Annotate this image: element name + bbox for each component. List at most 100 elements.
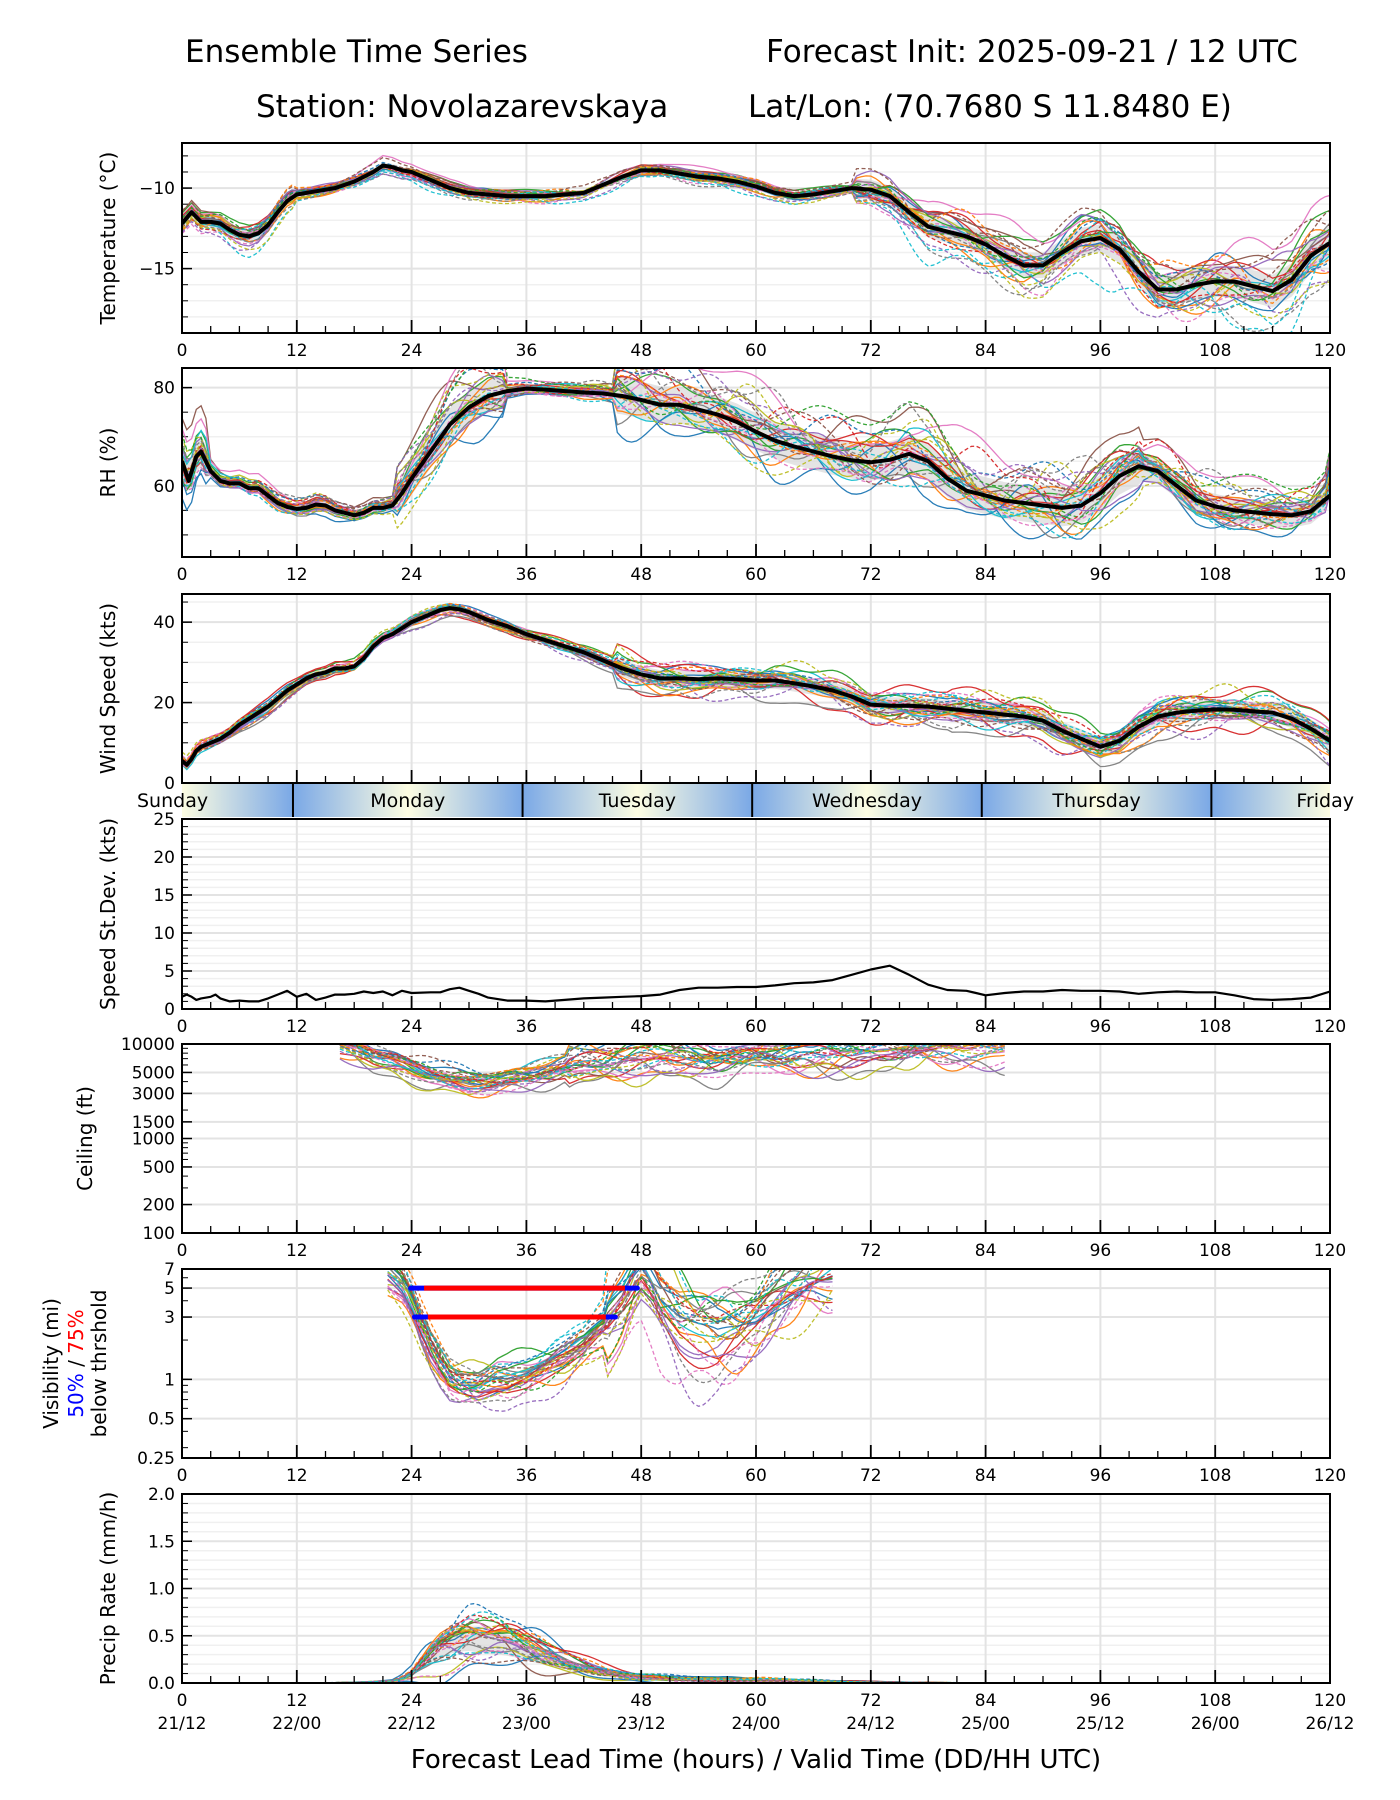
- rh-y-label: RH (%): [96, 428, 120, 498]
- x-tick-label: 24: [401, 565, 423, 585]
- x-tick-label: 96: [1090, 341, 1112, 361]
- visibility-member-26: [393, 1269, 783, 1377]
- temperature-axes-frame: [181, 142, 1331, 334]
- x-tick-label: 12: [286, 565, 308, 585]
- precip-member-18: [315, 1635, 1330, 1683]
- x-tick-label: 48: [630, 565, 652, 585]
- wind-axes-frame: [181, 593, 1331, 784]
- x-tick-label: 120: [1314, 565, 1346, 585]
- x-tick-label: 108: [1199, 1241, 1231, 1261]
- ceiling-member-26: [344, 1044, 921, 1078]
- visibility-threshold-label: below thrshold: [87, 1290, 111, 1438]
- visibility-y-tick-label: 3: [164, 1308, 175, 1328]
- rh-y-tick-label: 60: [153, 477, 175, 497]
- precip-member-30: [315, 1611, 1330, 1683]
- ceiling-y-label: Ceiling (ft): [73, 1086, 97, 1191]
- valid-time-label: 25/12: [1076, 1714, 1125, 1734]
- ceiling-y-tick-label: 500: [143, 1158, 175, 1178]
- x-tick-label: 108: [1199, 1466, 1231, 1486]
- ceiling-y-tick-label: 1000: [132, 1130, 175, 1150]
- rh-member-10: [182, 382, 1330, 521]
- ceiling-member-1: [341, 1044, 1005, 1078]
- temperature-y-tick-label: −10: [139, 179, 175, 199]
- ceiling-data: [339, 1044, 1005, 1099]
- temperature-member-25: [182, 170, 1330, 319]
- panel-precip: 0.0 0.5 1.0 1.5 2.0 0 12 24 36 48 60 72 84 96 108 120 Pr…: [96, 1485, 1346, 1711]
- valid-time-label: 26/00: [1191, 1714, 1240, 1734]
- pct75-label: 75%: [64, 1309, 88, 1353]
- visibility-member-22: [407, 1269, 773, 1378]
- rh-member-19: [182, 368, 1330, 523]
- x-tick-label: 108: [1199, 341, 1231, 361]
- day-segment-thursday: [981, 784, 1212, 817]
- x-tick-label: 72: [860, 1466, 882, 1486]
- day-bar: Sunday Monday Tuesday Wednesday Thursday Frid…: [137, 784, 1354, 817]
- visibility-member-16: [402, 1269, 795, 1384]
- valid-time-label: 24/00: [732, 1714, 781, 1734]
- chart-title-left: Ensemble Time Series: [185, 34, 528, 70]
- x-tick-label: 96: [1090, 565, 1112, 585]
- valid-time-label: 23/00: [502, 1714, 551, 1734]
- x-tick-label: 24: [401, 1241, 423, 1261]
- visibility-y-tick-label: 0.25: [137, 1449, 175, 1469]
- x-tick-label: 48: [630, 1466, 652, 1486]
- chart-title-init-time: Forecast Init: 2025-09-21 / 12 UTC: [766, 34, 1298, 70]
- ceiling-member-22: [339, 1044, 1005, 1078]
- x-tick-label: 72: [860, 1691, 882, 1711]
- visibility-y-label: Visibility (mi): [39, 1298, 63, 1429]
- x-tick-label: 96: [1090, 1691, 1112, 1711]
- wind-ensemble-mean: [182, 606, 1330, 767]
- x-tick-label: 120: [1314, 1017, 1346, 1037]
- x-tick-label: 96: [1090, 1017, 1112, 1037]
- panel-visibility: 0.25 0.5 1 3 57 0 12 24 36 48 60 72 84 96 108 120 Visibi…: [39, 1260, 1346, 1486]
- x-tick-label: 108: [1199, 1691, 1231, 1711]
- visibility-member-27: [387, 1273, 833, 1403]
- valid-time-label: 24/12: [846, 1714, 895, 1734]
- visibility-member-18: [389, 1269, 811, 1404]
- x-tick-label: 36: [516, 341, 538, 361]
- precip-member-26: [315, 1656, 1330, 1683]
- x-tick-label: 0: [177, 1017, 188, 1037]
- rh-member-26: [182, 381, 1330, 511]
- x-tick-label: 72: [860, 341, 882, 361]
- ceiling-member-17: [339, 1044, 1005, 1096]
- ceiling-member-25: [339, 1044, 1005, 1093]
- chart-title-station: Station: Novolazarevskaya: [256, 89, 669, 125]
- x-tick-label: 12: [286, 1017, 308, 1037]
- x-tick-label: 0: [177, 565, 188, 585]
- x-tick-label: 12: [286, 1241, 308, 1261]
- day-segment-wednesday: [752, 784, 982, 817]
- ceiling-y-tick-label: 10000: [121, 1035, 175, 1055]
- x-tick-label: 120: [1314, 1691, 1346, 1711]
- speed_stdev-axes-frame: [181, 818, 1331, 1010]
- x-tick-label: 60: [745, 1466, 767, 1486]
- speed_stdev-y-tick-label: 25: [153, 810, 175, 830]
- speed_stdev-data: [182, 964, 1330, 1003]
- x-tick-label: 84: [975, 1466, 997, 1486]
- x-tick-label: 36: [516, 1691, 538, 1711]
- x-tick-label: 120: [1314, 1241, 1346, 1261]
- day-label-monday: Monday: [370, 790, 445, 812]
- visibility-member-7: [387, 1285, 833, 1395]
- ceiling-y-tick-label: 5000: [132, 1063, 175, 1083]
- x-tick-label: 60: [745, 1017, 767, 1037]
- speed_stdev-y-tick-label: 10: [153, 924, 175, 944]
- precip-member-20: [315, 1651, 1330, 1683]
- ceiling-member-27: [362, 1044, 1005, 1082]
- rh-member-25: [182, 370, 1330, 511]
- ceiling-member-10: [354, 1044, 841, 1081]
- ceiling-member-28: [339, 1044, 1005, 1083]
- visibility-member-25: [387, 1275, 833, 1412]
- speed_stdev-y-tick-label: 20: [153, 848, 175, 868]
- valid-time-label: 21/12: [158, 1714, 207, 1734]
- rh-member-18: [182, 381, 1330, 524]
- x-tick-label: 48: [630, 341, 652, 361]
- visibility-member-30: [404, 1269, 813, 1390]
- x-tick-label: 48: [630, 1691, 652, 1711]
- x-tick-label: 84: [975, 1017, 997, 1037]
- rh-member-13: [182, 387, 1330, 530]
- valid-time-label: 23/12: [617, 1714, 666, 1734]
- precip-y-tick-label: 0.5: [148, 1627, 175, 1647]
- x-tick-label: 36: [516, 1241, 538, 1261]
- precip-y-tick-label: 0.0: [148, 1674, 175, 1694]
